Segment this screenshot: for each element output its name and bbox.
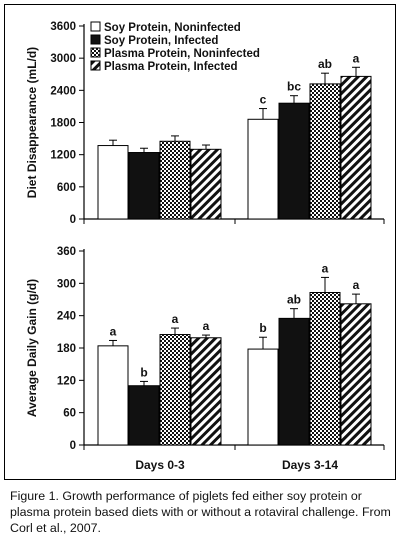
bar [159,140,191,220]
significance-label: a [353,51,360,65]
y-tick-label: 1800 [50,118,76,130]
legend-entry: Soy Protein, Infected [104,35,218,47]
y-tick-label: 240 [57,311,76,323]
legend-entry: Plasma Protein, Infected [104,61,238,73]
y-axis-label: Average Daily Gain (g/d) [25,279,39,417]
significance-label: a [203,319,210,333]
significance-label: a [172,312,179,326]
y-tick-label: 120 [57,375,76,387]
y-tick-label: 0 [70,214,76,226]
legend-swatch [90,47,101,58]
significance-label: a [322,261,329,275]
significance-label: bc [287,80,301,94]
y-tick-label: 3600 [50,21,76,33]
y-tick-label: 180 [57,343,76,355]
significance-label: b [259,321,266,335]
y-tick-label: 1200 [50,150,76,162]
figure-caption: Figure 1. Growth performance of piglets … [10,489,391,535]
y-tick-label: 60 [63,408,76,420]
bar [278,317,310,446]
x-tick-label: Days 0-3 [135,458,185,472]
legend-swatch [90,34,101,45]
legend-entry: Soy Protein, Noninfected [104,22,241,34]
significance-label: ab [318,57,332,71]
y-tick-label: 2400 [50,85,76,97]
bar [340,75,372,220]
x-tick-label: Days 3-14 [282,458,338,472]
significance-label: a [353,278,360,292]
bar [309,291,341,446]
bar [247,118,279,220]
bar [278,102,310,220]
significance-label: b [140,365,147,379]
significance-label: a [110,324,117,338]
bar [190,148,222,220]
bar [190,337,222,446]
significance-label: c [260,93,267,107]
y-tick-label: 3000 [50,53,76,65]
bar [97,345,129,446]
bar [247,348,279,446]
bar [128,385,160,446]
y-tick-label: 360 [57,246,76,258]
legend-entry: Plasma Protein, Noninfected [104,48,260,60]
bar [159,334,191,446]
legend-swatch [90,21,101,32]
legend-swatch [90,60,101,71]
bar [340,303,372,446]
significance-label: ab [287,293,301,307]
y-tick-label: 600 [57,182,76,194]
bar [309,83,341,220]
y-tick-label: 300 [57,278,76,290]
y-tick-label: 0 [70,440,76,452]
bar [128,152,160,220]
bar [97,145,129,220]
y-axis-label: Diet Disappearance (mL/d) [25,47,39,198]
figure-frame [4,4,396,480]
